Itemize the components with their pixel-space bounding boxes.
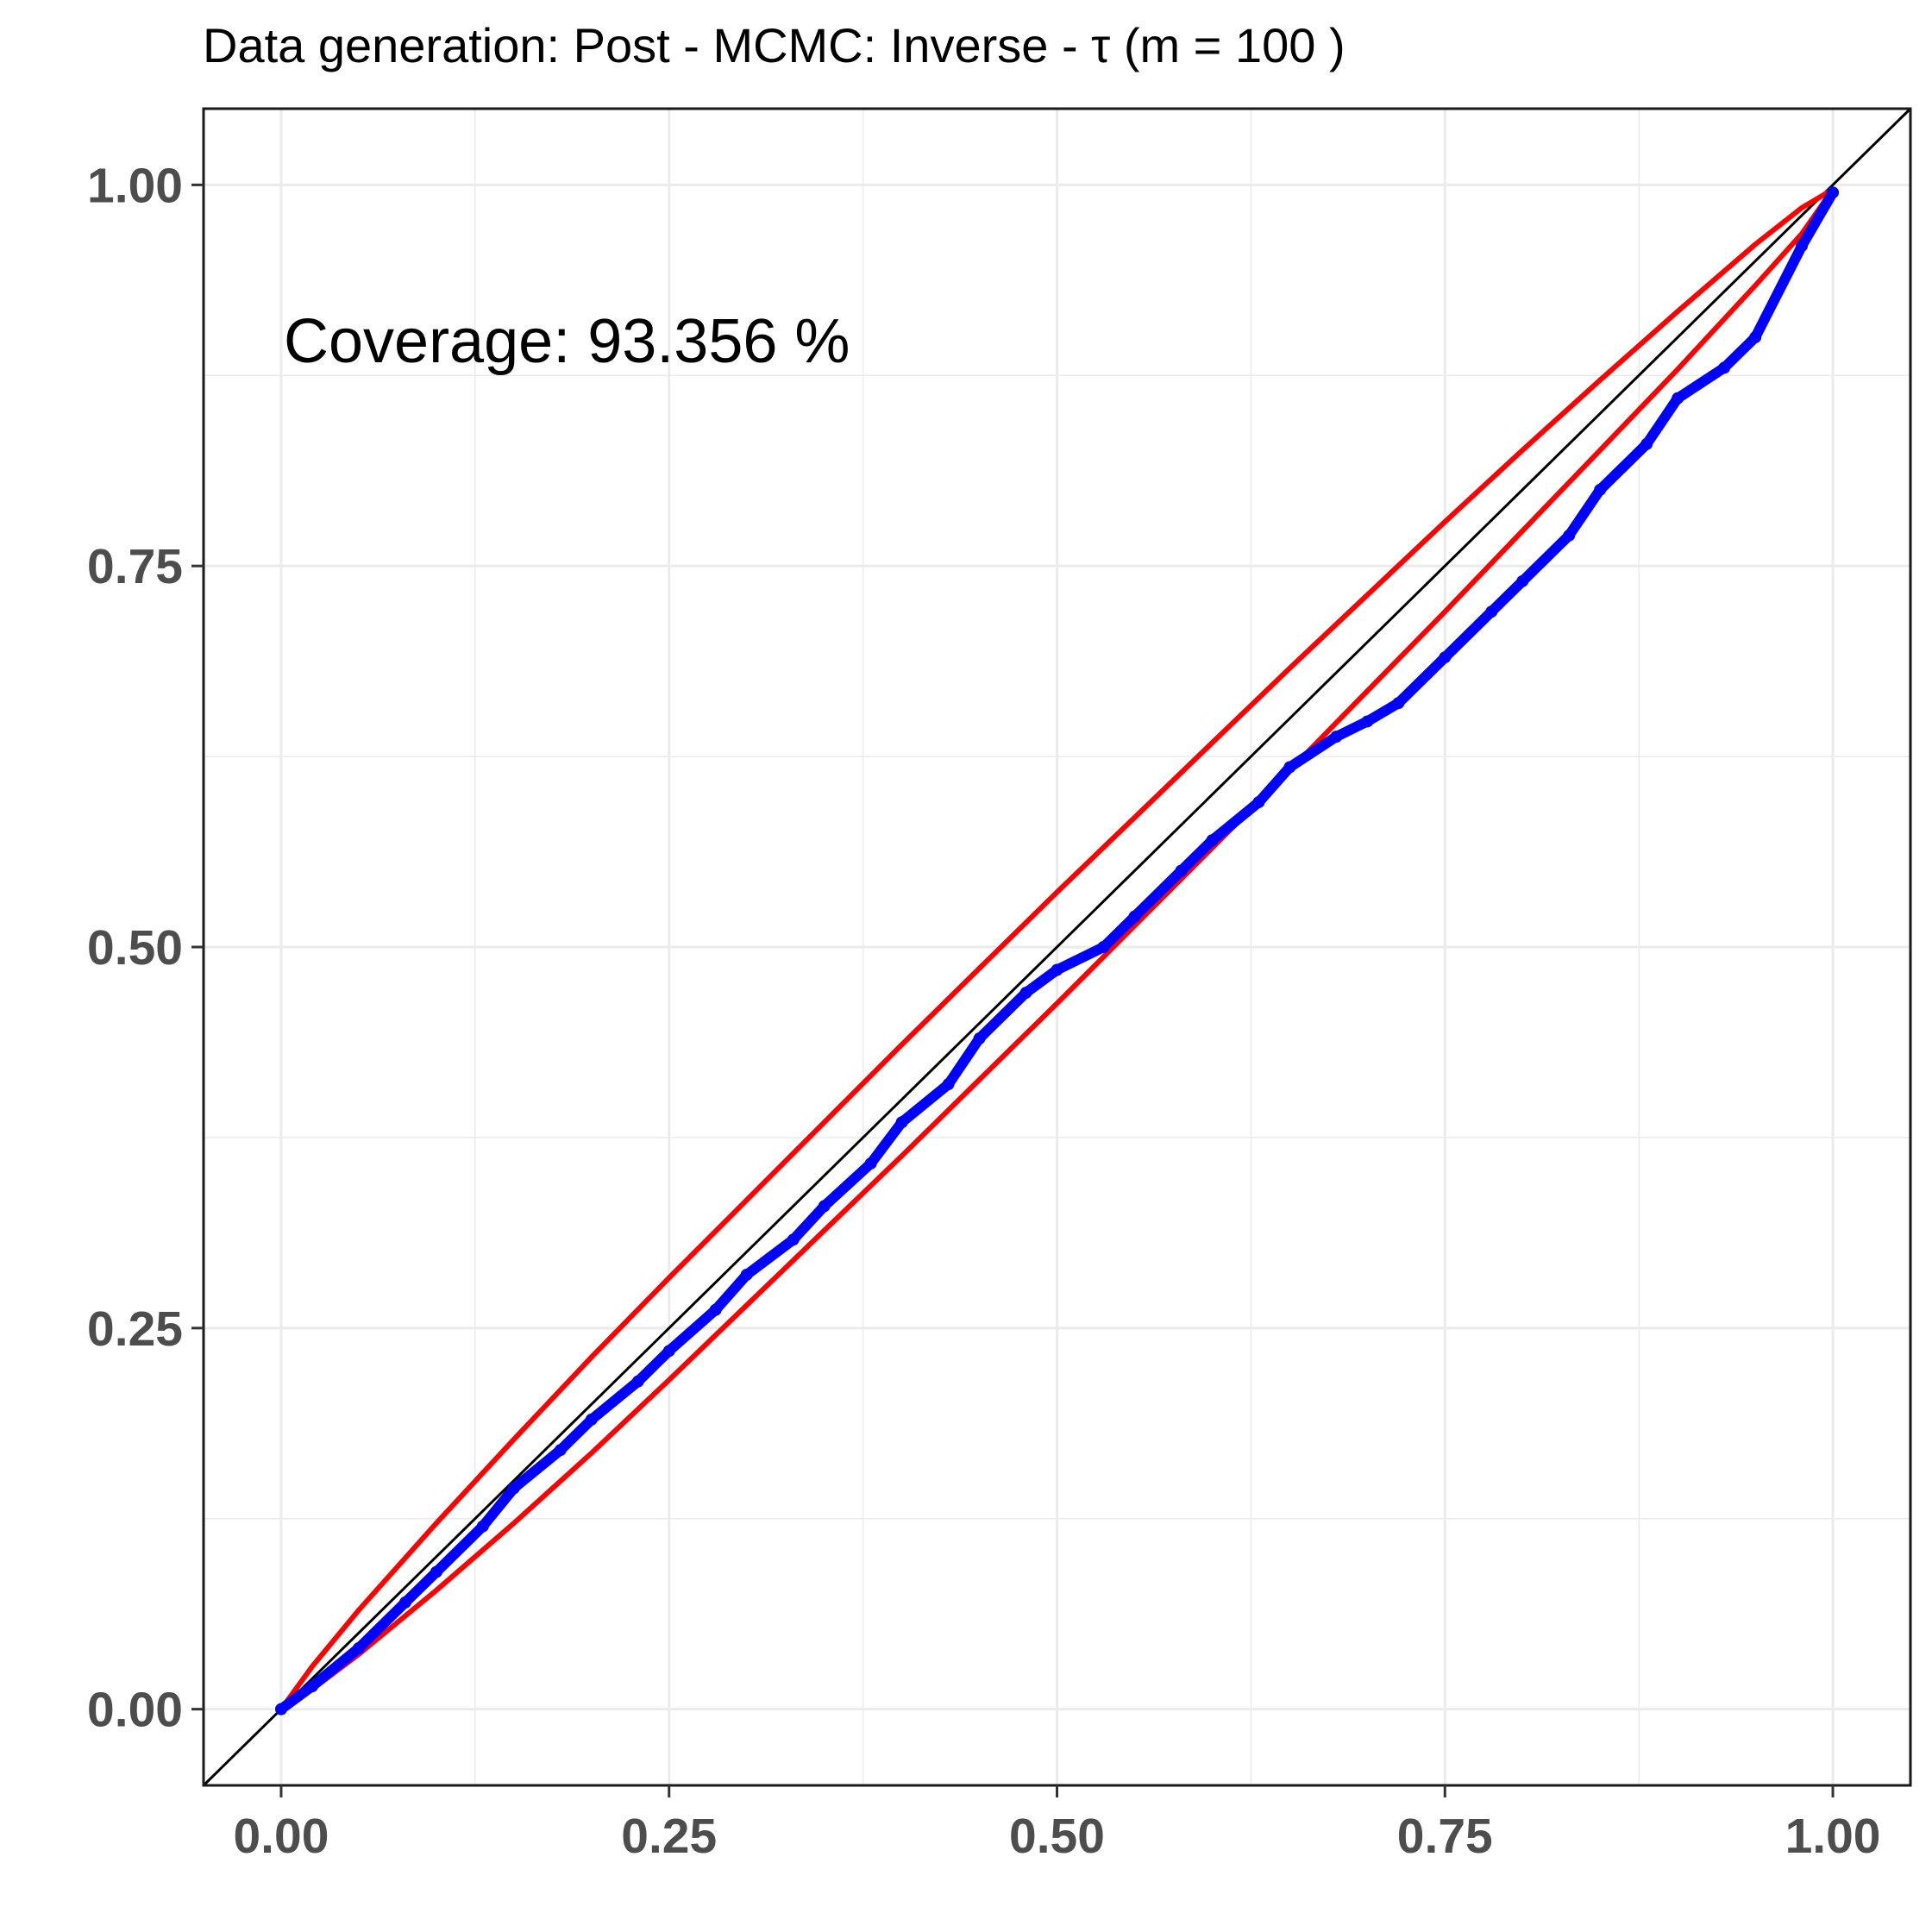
data-point — [1594, 483, 1607, 496]
data-point — [398, 1596, 411, 1609]
data-point — [476, 1520, 489, 1533]
band-upper-line — [279, 187, 1835, 1711]
data-point — [1252, 796, 1265, 809]
data-point — [1097, 941, 1110, 953]
y-tick-label: 0.25 — [87, 1302, 183, 1357]
data-point — [1718, 361, 1731, 374]
data-point — [864, 1157, 877, 1170]
data-point — [1283, 761, 1296, 774]
data-point — [1392, 697, 1405, 710]
data-point — [1175, 864, 1188, 877]
data-point — [1485, 605, 1498, 618]
data-point — [1128, 910, 1141, 923]
confidence-band — [279, 187, 1835, 1712]
x-axis: 0.00 0.25 0.50 0.75 1.00 — [233, 1785, 1881, 1864]
data-point — [1019, 987, 1032, 1000]
data-point — [352, 1641, 365, 1654]
data-point — [585, 1413, 598, 1426]
band-lower-line — [279, 187, 1835, 1712]
chart-title: Data generation: Post - MCMC: Inverse - … — [203, 18, 1346, 72]
data-point — [274, 1703, 287, 1716]
x-tick-label: 0.50 — [1009, 1809, 1105, 1864]
y-axis: 0.00 0.25 0.50 0.75 1.00 — [87, 158, 204, 1738]
data-point — [1051, 963, 1063, 976]
data-point — [942, 1078, 955, 1091]
data-point — [507, 1482, 520, 1495]
data-point — [973, 1032, 986, 1045]
data-point — [1330, 731, 1343, 743]
data-point — [662, 1345, 675, 1358]
reference-line — [202, 107, 1912, 1787]
y-tick-label: 0.50 — [87, 920, 183, 975]
x-tick-label: 1.00 — [1785, 1809, 1881, 1864]
data-point — [709, 1303, 722, 1316]
data-point — [1516, 574, 1529, 587]
data-point — [1672, 392, 1684, 405]
data-point — [818, 1200, 831, 1213]
y-tick-label: 0.75 — [87, 539, 183, 594]
data-point — [1749, 331, 1762, 344]
data-point — [895, 1116, 908, 1129]
y-tick-label: 0.00 — [87, 1683, 183, 1738]
data-point — [1563, 529, 1576, 542]
data-point — [305, 1680, 318, 1693]
data-point — [554, 1444, 567, 1457]
data-point — [740, 1268, 753, 1281]
data-point — [1206, 834, 1219, 847]
y-tick-label: 1.00 — [87, 158, 183, 213]
coverage-annotation: Coverage: 93.356 % — [284, 307, 850, 376]
data-point — [787, 1233, 800, 1246]
data-point — [430, 1565, 442, 1578]
x-tick-label: 0.25 — [621, 1809, 717, 1864]
data-point — [1361, 715, 1374, 728]
grid — [204, 109, 1910, 1785]
data-point — [1640, 437, 1653, 450]
data-point — [631, 1375, 644, 1388]
scatter-series — [274, 186, 1840, 1716]
x-tick-label: 0.00 — [233, 1809, 329, 1864]
data-point — [1796, 240, 1809, 253]
data-point — [1827, 186, 1840, 199]
data-point — [1439, 651, 1452, 664]
x-tick-label: 0.75 — [1397, 1809, 1493, 1864]
